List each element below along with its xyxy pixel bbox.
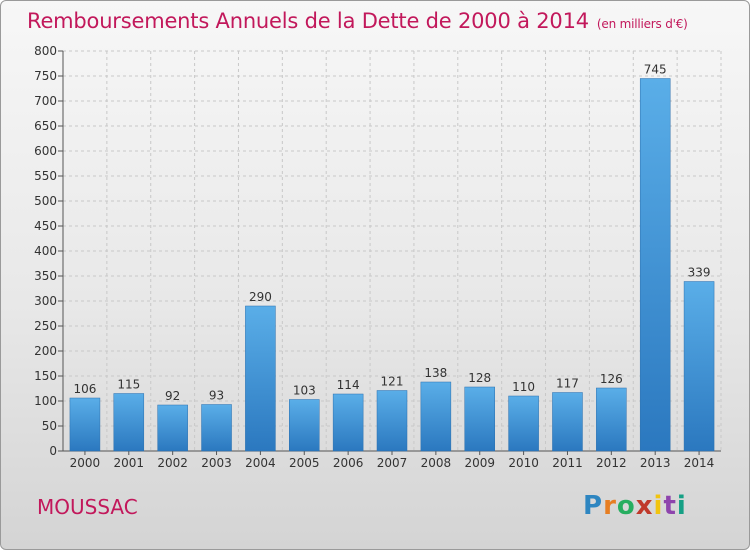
y-tick-label: 550	[34, 169, 57, 183]
y-tick-label: 600	[34, 144, 57, 158]
x-tick-label: 2009	[464, 456, 495, 470]
logo-letter: r	[603, 491, 617, 521]
data-label: 138	[424, 366, 447, 380]
bar	[332, 393, 364, 452]
data-label: 114	[337, 378, 360, 392]
chart-title-text: Remboursements Annuels de la Dette de 20…	[27, 9, 589, 33]
data-label: 93	[209, 389, 224, 403]
x-tick-label: 2004	[245, 456, 276, 470]
x-tick-label: 2013	[640, 456, 671, 470]
y-tick-label: 450	[34, 219, 57, 233]
bar	[420, 381, 452, 452]
bar	[639, 78, 671, 452]
x-tick-label: 2002	[157, 456, 188, 470]
logo-letter: P	[583, 491, 604, 521]
bar	[508, 395, 539, 452]
data-label: 103	[293, 384, 316, 398]
bar	[289, 399, 320, 452]
bar	[376, 390, 408, 452]
y-tick-label: 250	[34, 319, 57, 333]
bars	[69, 78, 715, 452]
data-label: 126	[600, 372, 623, 386]
x-tick-label: 2000	[70, 456, 101, 470]
y-tick-label: 350	[34, 269, 57, 283]
y-tick-label: 650	[34, 119, 57, 133]
data-label: 115	[117, 378, 140, 392]
y-tick-label: 400	[34, 244, 57, 258]
logo-letter: x	[635, 491, 654, 521]
x-tick-label: 2006	[333, 456, 364, 470]
y-tick-label: 800	[34, 44, 57, 58]
data-label: 745	[644, 63, 667, 77]
x-tick-label: 2005	[289, 456, 320, 470]
bar	[552, 392, 583, 452]
y-tick-label: 0	[49, 444, 57, 458]
x-tick-label: 2008	[421, 456, 452, 470]
chart-title: Remboursements Annuels de la Dette de 20…	[27, 9, 688, 33]
bar	[683, 281, 715, 452]
y-tick-label: 300	[34, 294, 57, 308]
data-label: 92	[165, 389, 180, 403]
data-label: 110	[512, 380, 535, 394]
bar	[596, 387, 627, 452]
bar	[464, 386, 495, 452]
x-tick-label: 2011	[552, 456, 583, 470]
chart-unit-label: (en milliers d'€)	[596, 17, 688, 31]
x-tick-label: 2001	[114, 456, 145, 470]
commune-name: MOUSSAC	[37, 495, 138, 519]
proxiti-logo: Proxiti	[583, 491, 687, 521]
bar	[69, 397, 101, 452]
data-label: 117	[556, 377, 579, 391]
y-tick-label: 100	[34, 394, 57, 408]
data-label: 290	[249, 290, 272, 304]
data-label: 121	[381, 375, 404, 389]
y-tick-label: 750	[34, 69, 57, 83]
data-label: 339	[688, 266, 711, 280]
bar	[245, 305, 276, 452]
data-label: 106	[73, 382, 96, 396]
y-tick-label: 200	[34, 344, 57, 358]
x-tick-label: 2012	[596, 456, 627, 470]
logo-letter: i	[653, 491, 664, 521]
logo-letter: t	[663, 491, 677, 521]
y-tick-label: 700	[34, 94, 57, 108]
x-tick-label: 2003	[201, 456, 232, 470]
x-tick-label: 2007	[377, 456, 408, 470]
data-label: 128	[468, 371, 491, 385]
bar	[201, 404, 232, 452]
data-labels: 106 115 92 93 290 103 114 121 138 128 110 117 126 745…	[73, 63, 710, 404]
y-tick-label: 500	[34, 194, 57, 208]
bar	[157, 404, 188, 452]
bar	[113, 393, 145, 452]
logo-letter: i	[676, 491, 687, 521]
x-tick-label: 2010	[508, 456, 539, 470]
y-tick-label: 50	[42, 419, 57, 433]
logo-letter: o	[616, 491, 636, 521]
y-tick-label: 150	[34, 369, 57, 383]
x-tick-label: 2014	[684, 456, 715, 470]
